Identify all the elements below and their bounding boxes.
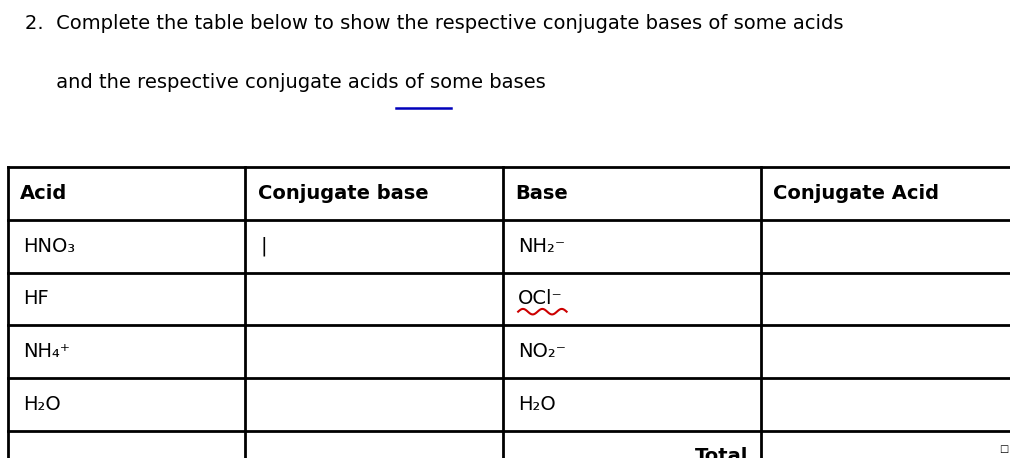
Text: HF: HF: [23, 289, 48, 308]
Text: NH₄⁺: NH₄⁺: [23, 342, 71, 361]
Text: H₂O: H₂O: [23, 395, 61, 414]
Text: 2.  Complete the table below to show the respective conjugate bases of some acid: 2. Complete the table below to show the …: [25, 14, 843, 33]
Text: NO₂⁻: NO₂⁻: [518, 342, 567, 361]
Text: H₂O: H₂O: [518, 395, 556, 414]
Text: Conjugate Acid: Conjugate Acid: [773, 184, 938, 203]
Text: NH₂⁻: NH₂⁻: [518, 237, 566, 256]
Text: and the respective conjugate acids of some bases: and the respective conjugate acids of so…: [25, 73, 546, 92]
Text: Base: Base: [515, 184, 568, 203]
Text: Acid: Acid: [20, 184, 68, 203]
Text: Total: Total: [695, 447, 748, 458]
Text: HNO₃: HNO₃: [23, 237, 76, 256]
Text: OCl⁻: OCl⁻: [518, 289, 563, 308]
Text: Conjugate base: Conjugate base: [258, 184, 428, 203]
Text: □: □: [999, 444, 1008, 454]
Text: |: |: [261, 236, 268, 256]
